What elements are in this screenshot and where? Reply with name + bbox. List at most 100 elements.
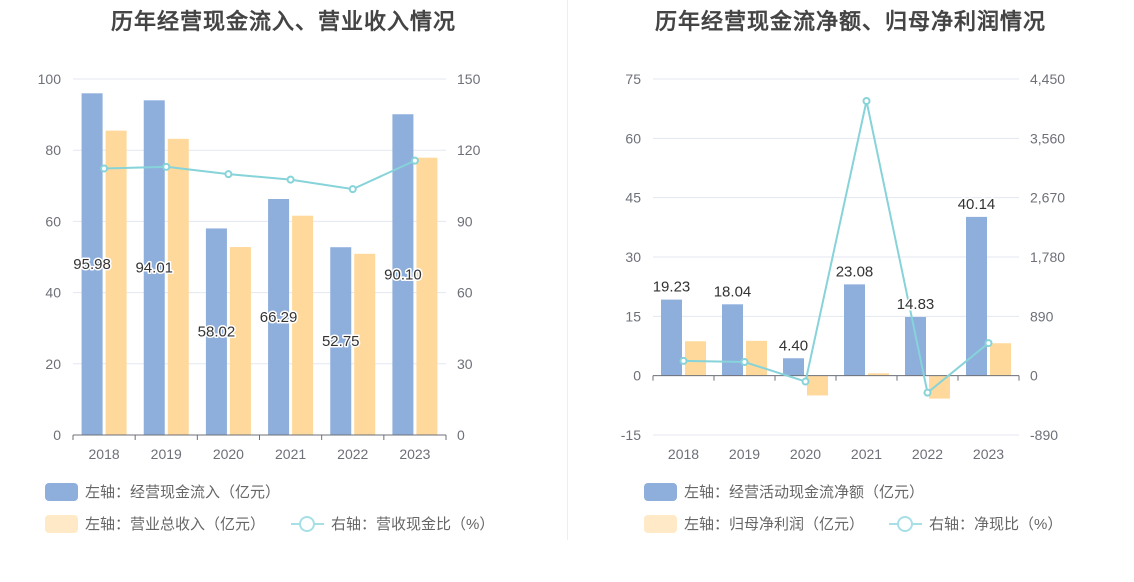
left-bar-2021-series2 — [292, 215, 314, 435]
right-legend-label-net-cash-ratio: 右轴：净现比（%） — [929, 516, 1063, 533]
right-right-tick-label: 3,560 — [1030, 130, 1065, 146]
left-right-tick-label: 60 — [457, 285, 473, 301]
left-data-label-2018: 95.98 — [73, 256, 111, 273]
left-right-tick-label: 0 — [457, 427, 465, 443]
right-bar-2020-series1 — [783, 358, 804, 376]
right-legend-label-net-profit: 左轴：归母净利润（亿元） — [684, 516, 865, 533]
right-chart-panel: 历年经营现金流净额、归母净利润情况 -15 0 15 30 45 60 75 -890 0 890… — [567, 0, 1134, 582]
right-data-label-2020: 4.40 — [779, 337, 808, 354]
right-legend-item-net-profit[interactable]: 左轴：归母净利润（亿元） — [644, 513, 864, 534]
right-data-label-2022: 14.83 — [897, 296, 935, 313]
left-legend-swatch-total-revenue — [45, 514, 78, 533]
right-legend-label-operating-net-cash-flow: 左轴：经营活动现金流净额（亿元） — [684, 484, 925, 501]
left-chart-title: 历年经营现金流入、营业收入情况 — [110, 9, 456, 34]
right-left-tick-label: 45 — [625, 190, 641, 206]
right-ratio-point-2020 — [801, 377, 810, 386]
left-x-tick-label-2023: 2023 — [399, 446, 430, 462]
right-legend-swatch-net-profit — [644, 514, 677, 533]
left-right-tick-label: 150 — [457, 71, 481, 87]
left-ratio-point-2019 — [162, 162, 171, 171]
left-bar-2023-series2 — [416, 157, 438, 435]
right-chart-title: 历年经营现金流净额、归母净利润情况 — [654, 9, 1046, 34]
right-chart-plot: -15 0 15 30 45 60 75 -890 0 890 1,780 2,670 3,560 4,4… — [621, 71, 1065, 462]
left-bar-2019-series1 — [143, 100, 165, 435]
left-right-tick-label: 120 — [457, 142, 481, 158]
right-right-tick-label: 2,670 — [1030, 190, 1065, 206]
right-bar-2023-series1 — [966, 216, 987, 376]
left-bar-2022-series2 — [354, 253, 376, 435]
right-right-tick-label: 4,450 — [1030, 71, 1065, 87]
panel-divider — [567, 0, 568, 540]
left-left-tick-label: 60 — [45, 213, 61, 229]
right-right-tick-label: -890 — [1030, 427, 1058, 443]
right-bar-2019-series2 — [746, 340, 767, 376]
right-ratio-point-2018 — [679, 356, 688, 365]
right-legend-item-operating-net-cash-flow[interactable]: 左轴：经营活动现金流净额（亿元） — [644, 481, 924, 502]
left-data-label-2020: 58.02 — [198, 324, 236, 341]
left-bar-2019-series2 — [167, 138, 189, 436]
right-left-tick-label: 30 — [625, 249, 641, 265]
left-bar-2021-series1 — [268, 199, 290, 435]
right-bar-2022-series2 — [929, 375, 950, 399]
left-x-tick-label-2020: 2020 — [213, 446, 244, 462]
left-x-tick-label-2018: 2018 — [89, 446, 120, 462]
right-bar-2018-series2 — [685, 341, 706, 376]
right-bar-2018-series1 — [661, 299, 682, 376]
left-right-tick-label: 90 — [457, 213, 473, 229]
left-chart-plot: 0 20 40 60 80 100 0 30 60 90 120 150 2018 2019 2020 202… — [38, 71, 481, 462]
left-left-tick-label: 80 — [45, 142, 61, 158]
right-left-tick-label: 75 — [625, 71, 641, 87]
right-bar-2023-series2 — [990, 343, 1011, 376]
left-legend-item-total-revenue[interactable]: 左轴：营业总收入（亿元） — [45, 513, 265, 534]
left-legend-label-revenue-cash-ratio: 右轴：营收现金比（%） — [331, 516, 495, 533]
left-legend-swatch-operating-cash-inflow — [45, 482, 78, 501]
left-legend-label-operating-cash-inflow: 左轴：经营现金流入（亿元） — [85, 484, 281, 501]
right-x-tick-label-2020: 2020 — [790, 446, 821, 462]
right-ratio-point-2021 — [862, 97, 871, 105]
left-bar-2018-series1 — [81, 93, 103, 435]
left-ratio-point-2021 — [286, 175, 295, 184]
left-legend-swatch-revenue-cash-ratio — [291, 515, 324, 533]
right-ratio-line — [683, 100, 990, 395]
right-right-tick-label: 0 — [1030, 368, 1038, 384]
right-left-tick-label: 0 — [633, 368, 641, 384]
left-bar-2020-series1 — [205, 228, 227, 435]
right-ratio-point-2023 — [984, 339, 993, 348]
left-legend-item-revenue-cash-ratio[interactable]: 右轴：营收现金比（%） — [291, 513, 494, 534]
right-bar-2019-series1 — [722, 304, 743, 376]
right-legend-swatch-operating-net-cash-flow — [644, 482, 677, 501]
left-x-tick-label-2022: 2022 — [337, 446, 368, 462]
left-ratio-point-2020 — [224, 170, 233, 179]
right-right-tick-label: 890 — [1030, 308, 1054, 324]
left-legend-item-operating-cash-inflow[interactable]: 左轴：经营现金流入（亿元） — [45, 481, 280, 502]
right-data-label-2021: 23.08 — [836, 263, 874, 280]
left-data-label-2021: 66.29 — [260, 309, 298, 326]
right-data-label-2018: 19.23 — [653, 279, 691, 296]
left-ratio-point-2022 — [348, 185, 357, 194]
left-bar-2020-series2 — [229, 247, 251, 435]
right-bar-2021-series2 — [868, 373, 889, 376]
right-x-tick-label-2023: 2023 — [973, 446, 1004, 462]
left-left-tick-label: 100 — [38, 71, 62, 87]
left-data-label-2022: 52.75 — [322, 333, 360, 350]
left-left-tick-label: 20 — [45, 356, 61, 372]
right-legend-item-net-cash-ratio[interactable]: 右轴：净现比（%） — [889, 513, 1062, 534]
right-data-label-2019: 18.04 — [714, 283, 752, 300]
right-x-tick-label-2019: 2019 — [729, 446, 760, 462]
left-ratio-line — [104, 159, 416, 191]
left-ratio-point-2018 — [100, 164, 109, 173]
left-left-tick-label: 0 — [53, 427, 61, 443]
left-x-tick-label-2019: 2019 — [151, 446, 182, 462]
left-left-tick-label: 40 — [45, 285, 61, 301]
right-left-tick-label: 15 — [625, 308, 641, 324]
right-x-tick-label-2022: 2022 — [912, 446, 943, 462]
right-data-label-2023: 40.14 — [958, 196, 996, 213]
left-data-label-2019: 94.01 — [135, 260, 173, 277]
left-data-label-2023: 90.10 — [384, 267, 422, 284]
right-right-tick-label: 1,780 — [1030, 249, 1065, 265]
left-x-tick-label-2021: 2021 — [275, 446, 306, 462]
left-bar-2018-series2 — [105, 130, 127, 435]
right-x-tick-label-2021: 2021 — [851, 446, 882, 462]
right-left-tick-label: 60 — [625, 130, 641, 146]
right-left-tick-label: -15 — [621, 427, 641, 443]
